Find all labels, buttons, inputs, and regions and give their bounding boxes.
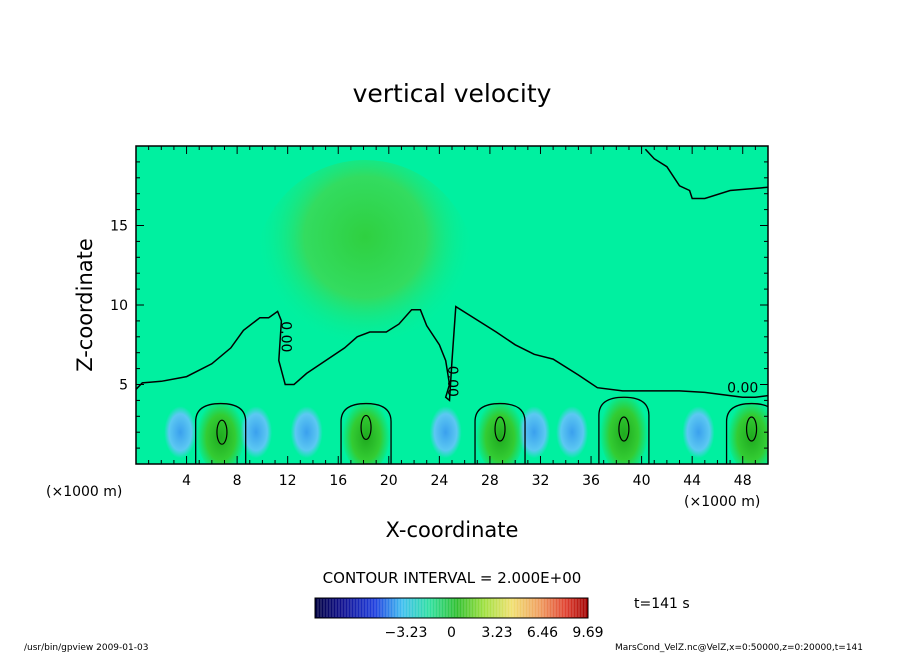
colorbar — [314, 597, 589, 619]
updraft-cell — [342, 396, 391, 464]
time-label: t=141 s — [634, 596, 690, 612]
downdraft-region — [290, 406, 323, 459]
x-tick-label: 16 — [329, 473, 347, 489]
x-tick-label: 4 — [182, 473, 191, 489]
contour-label: 0.00 — [444, 366, 460, 397]
x-unit-right: (×1000 m) — [684, 494, 760, 510]
x-tick-label: 32 — [532, 473, 550, 489]
downdraft-region — [682, 406, 715, 459]
x-tick-label: 36 — [582, 473, 600, 489]
x-tick-label: 44 — [683, 473, 701, 489]
x-tick-label: 24 — [430, 473, 448, 489]
x-tick-label: 40 — [633, 473, 651, 489]
colorbar-tick-label: 9.69 — [572, 625, 603, 641]
updraft-inner-contour — [360, 414, 372, 441]
x-tick-label: 8 — [233, 473, 242, 489]
updraft-plume — [255, 160, 475, 380]
upper-contour — [644, 148, 768, 200]
x-tick-label: 28 — [481, 473, 499, 489]
colorbar-tick-label: 3.23 — [481, 625, 512, 641]
colorbar-stripes — [317, 599, 586, 617]
contour-label: 0.00 — [277, 321, 293, 352]
updraft-inner-contour — [745, 416, 758, 442]
updraft-cell — [196, 396, 245, 464]
colorbar-tick-label: −3.23 — [385, 625, 428, 641]
updraft-contour — [725, 402, 768, 464]
updraft-cell — [476, 396, 525, 464]
y-tick-label: 5 — [119, 378, 128, 394]
x-tick-label: 48 — [734, 473, 752, 489]
downdraft-region — [429, 406, 462, 459]
updraft-inner-contour — [618, 416, 630, 442]
contour-interval-label: CONTOUR INTERVAL = 2.000E+00 — [323, 569, 582, 587]
downdraft-region — [240, 406, 273, 459]
updraft-contour — [598, 396, 650, 464]
footer-left: /usr/bin/gpview 2009-01-03 — [24, 643, 148, 653]
updraft-contour — [474, 402, 526, 464]
updraft-inner-contour — [216, 419, 228, 445]
colorbar-tick-label: 0 — [447, 625, 456, 641]
contour-label: 0.00 — [727, 380, 758, 396]
updraft-inner-contour — [494, 416, 506, 442]
chart-title: vertical velocity — [353, 79, 552, 108]
x-tick-label: 12 — [279, 473, 297, 489]
plot-area: 0.00 0.00 0.00 — [136, 146, 768, 464]
y-axis-label: Z-coordinate — [73, 238, 97, 372]
zero-contour — [136, 305, 768, 402]
updraft-cell — [727, 396, 768, 464]
updraft-contour — [195, 402, 247, 464]
updraft-cell — [599, 388, 648, 464]
x-unit-left: (×1000 m) — [46, 484, 122, 500]
downdraft-region — [518, 406, 551, 459]
downdraft-region — [164, 406, 197, 459]
x-tick-label: 20 — [380, 473, 398, 489]
colorbar-tick-label: 6.46 — [527, 625, 558, 641]
y-tick-label: 10 — [110, 298, 128, 314]
updraft-contour — [340, 402, 392, 464]
x-axis-label: X-coordinate — [386, 518, 519, 542]
y-tick-label: 15 — [110, 219, 128, 235]
downdraft-region — [556, 406, 589, 459]
footer-right: MarsCond_VelZ.nc@VelZ,x=0:50000,z=0:2000… — [615, 643, 863, 653]
